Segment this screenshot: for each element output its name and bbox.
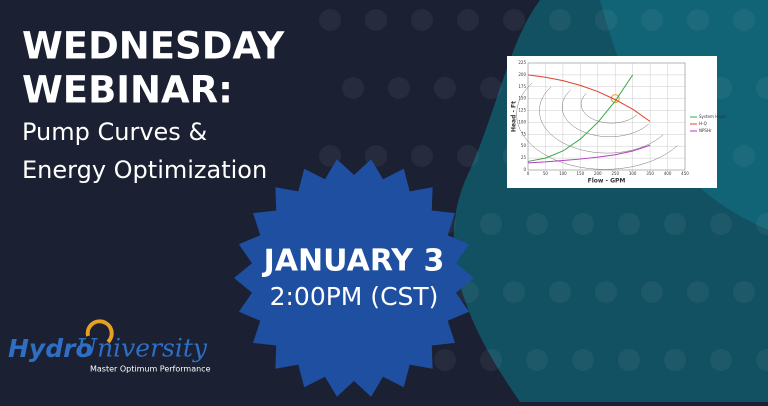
dot <box>756 77 768 99</box>
event-date: JANUARY 3 <box>262 244 445 279</box>
dot <box>664 213 686 235</box>
operating-point <box>610 94 620 104</box>
x-tick-label: 450 <box>681 171 689 176</box>
efficiency-contour <box>580 93 637 124</box>
dot <box>388 77 410 99</box>
logo-swoosh <box>85 319 114 344</box>
x-tick-label: 300 <box>629 171 637 176</box>
logo-tagline: Master Optimum Performance <box>90 365 211 374</box>
dot <box>733 9 755 31</box>
y-tick-label: 100 <box>518 119 526 124</box>
y-tick-label: 175 <box>518 84 526 89</box>
dot <box>503 9 525 31</box>
dot <box>549 281 571 303</box>
logo-brand: University <box>76 334 208 363</box>
subtitle-line: Pump Curves & <box>22 118 207 146</box>
chart-card <box>507 56 717 188</box>
x-axis-label: Flow - GPM <box>588 178 626 185</box>
legend-label: NPSHr <box>699 128 712 133</box>
x-tick-label: 100 <box>559 171 567 176</box>
dot <box>319 145 341 167</box>
dot <box>687 9 709 31</box>
dot <box>411 9 433 31</box>
x-tick-label: 250 <box>611 171 619 176</box>
y-tick-label: 25 <box>521 155 527 160</box>
dot <box>572 349 594 371</box>
dot <box>733 281 755 303</box>
x-tick-label: 0 <box>527 171 530 176</box>
dot <box>756 213 768 235</box>
dot <box>526 213 548 235</box>
dot <box>733 145 755 167</box>
starburst <box>234 159 474 397</box>
dot <box>618 349 640 371</box>
series-line <box>527 74 651 122</box>
dot <box>457 9 479 31</box>
logo-brand: Hydro <box>8 334 93 363</box>
dot <box>365 9 387 31</box>
dot <box>549 9 571 31</box>
efficiency-contour <box>561 90 649 138</box>
y-tick-label: 150 <box>518 96 526 101</box>
x-tick-label: 400 <box>664 171 672 176</box>
y-axis-label: Head - Ft <box>511 101 518 132</box>
subtitle-line: Energy Optimization <box>22 156 267 184</box>
x-tick-label: 200 <box>594 171 602 176</box>
y-tick-label: 0 <box>523 167 526 172</box>
dot <box>342 77 364 99</box>
chart: 0 25 50 75 100 125 150 175 200 225 0 50 100 150 200 250… <box>511 60 727 185</box>
dot <box>480 213 502 235</box>
dot <box>480 77 502 99</box>
event-time: 2:00PM (CST) <box>270 282 439 311</box>
efficiency-contour <box>516 82 678 170</box>
y-tick-label: 225 <box>518 60 526 65</box>
y-tick-label: 200 <box>518 72 526 77</box>
x-tick-label: 350 <box>646 171 654 176</box>
legend-label: System Head <box>699 114 726 119</box>
dot <box>641 9 663 31</box>
dot <box>664 349 686 371</box>
dot <box>411 145 433 167</box>
dot <box>480 349 502 371</box>
dot <box>595 9 617 31</box>
dot <box>710 213 732 235</box>
title-line: WEDNESDAY <box>22 25 285 68</box>
dot <box>319 9 341 31</box>
dot <box>618 213 640 235</box>
dot <box>503 281 525 303</box>
series-line <box>527 144 651 164</box>
x-tick-label: 50 <box>543 171 549 176</box>
y-tick-label: 75 <box>521 131 527 136</box>
dot <box>434 349 456 371</box>
dot <box>457 145 479 167</box>
x-tick-label: 150 <box>577 171 585 176</box>
dot <box>595 281 617 303</box>
y-tick-label: 125 <box>518 108 526 113</box>
y-tick-label: 50 <box>521 143 527 148</box>
dot <box>526 349 548 371</box>
dot <box>434 77 456 99</box>
legend-label: H-Q <box>699 121 707 126</box>
dot <box>641 281 663 303</box>
dot <box>687 281 709 303</box>
series-line <box>527 74 634 162</box>
title-line: WEBINAR: <box>22 69 233 112</box>
plot-frame <box>527 62 686 171</box>
dot <box>710 349 732 371</box>
dot <box>572 213 594 235</box>
dot <box>756 349 768 371</box>
